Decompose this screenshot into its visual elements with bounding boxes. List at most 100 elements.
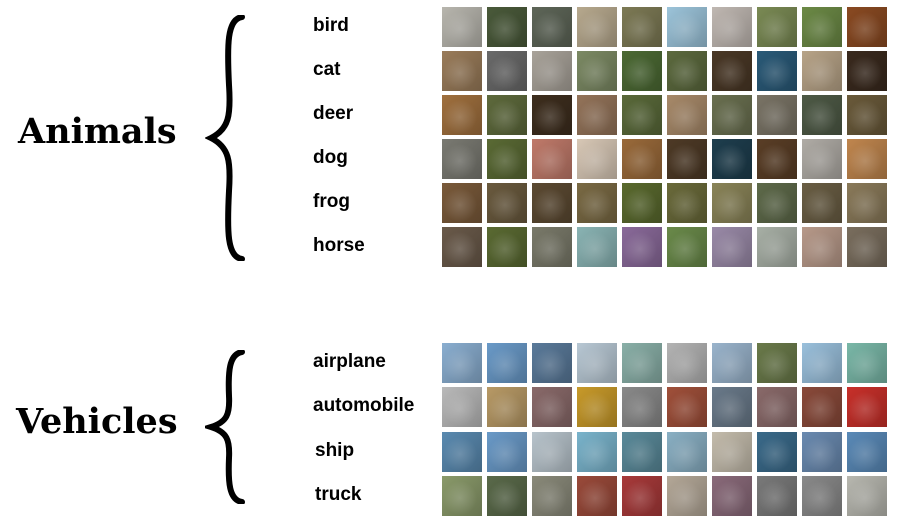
class-label-ship: ship [315, 440, 355, 461]
dog-thumbnail [442, 139, 482, 179]
bird-thumbnail [577, 7, 617, 47]
airplane-thumbnail [757, 343, 797, 383]
cat-thumbnail [622, 51, 662, 91]
automobile-thumbnail [442, 387, 482, 427]
horse-thumbnail [712, 227, 752, 267]
bird-thumbnail [847, 7, 887, 47]
deer-thumbnail [847, 95, 887, 135]
automobile-thumbnail [622, 387, 662, 427]
horse-thumbnail [577, 227, 617, 267]
group-title-vehicles: Vehicles [16, 401, 178, 442]
ship-thumbnail [622, 432, 662, 472]
cat-thumbnail [577, 51, 617, 91]
horse-thumbnail [487, 227, 527, 267]
airplane-thumbnail [622, 343, 662, 383]
bird-thumbnail [622, 7, 662, 47]
frog-thumbnail [622, 183, 662, 223]
bird-thumbnail [667, 7, 707, 47]
dog-thumbnail [532, 139, 572, 179]
dog-thumbnail [847, 139, 887, 179]
frog-thumbnail [712, 183, 752, 223]
class-label-horse: horse [313, 235, 365, 256]
deer-thumbnail [667, 95, 707, 135]
ship-thumbnail [847, 432, 887, 472]
cat-thumbnail [757, 51, 797, 91]
image-row-ship [442, 432, 892, 472]
ship-thumbnail [802, 432, 842, 472]
horse-thumbnail [442, 227, 482, 267]
dog-thumbnail [802, 139, 842, 179]
airplane-thumbnail [802, 343, 842, 383]
image-row-deer [442, 95, 892, 135]
airplane-thumbnail [667, 343, 707, 383]
class-label-cat: cat [313, 59, 341, 80]
horse-thumbnail [667, 227, 707, 267]
ship-thumbnail [532, 432, 572, 472]
cat-thumbnail [442, 51, 482, 91]
horse-thumbnail [757, 227, 797, 267]
class-label-deer: deer [313, 103, 354, 124]
dog-thumbnail [712, 139, 752, 179]
bird-thumbnail [712, 7, 752, 47]
group-title-animals: Animals [18, 111, 177, 152]
truck-thumbnail [667, 476, 707, 516]
ship-thumbnail [712, 432, 752, 472]
dog-thumbnail [757, 139, 797, 179]
frog-thumbnail [847, 183, 887, 223]
airplane-thumbnail [532, 343, 572, 383]
truck-thumbnail [847, 476, 887, 516]
ship-thumbnail [667, 432, 707, 472]
cat-thumbnail [532, 51, 572, 91]
frog-thumbnail [532, 183, 572, 223]
curly-brace-icon [205, 350, 245, 504]
frog-thumbnail [802, 183, 842, 223]
cat-thumbnail [802, 51, 842, 91]
automobile-thumbnail [667, 387, 707, 427]
automobile-thumbnail [577, 387, 617, 427]
horse-thumbnail [802, 227, 842, 267]
truck-thumbnail [757, 476, 797, 516]
image-row-bird [442, 7, 892, 47]
deer-thumbnail [712, 95, 752, 135]
class-label-airplane: airplane [313, 351, 386, 372]
truck-thumbnail [577, 476, 617, 516]
curly-brace-icon [205, 15, 245, 261]
truck-thumbnail [532, 476, 572, 516]
class-label-frog: frog [313, 191, 350, 212]
deer-thumbnail [442, 95, 482, 135]
ship-thumbnail [487, 432, 527, 472]
cat-thumbnail [712, 51, 752, 91]
airplane-thumbnail [487, 343, 527, 383]
dog-thumbnail [622, 139, 662, 179]
deer-thumbnail [757, 95, 797, 135]
image-row-truck [442, 476, 892, 516]
ship-thumbnail [442, 432, 482, 472]
truck-thumbnail [712, 476, 752, 516]
class-label-truck: truck [315, 484, 362, 505]
frog-thumbnail [577, 183, 617, 223]
cat-thumbnail [667, 51, 707, 91]
image-row-cat [442, 51, 892, 91]
cat-thumbnail [487, 51, 527, 91]
image-row-frog [442, 183, 892, 223]
automobile-thumbnail [802, 387, 842, 427]
image-row-horse [442, 227, 892, 267]
class-label-automobile: automobile [313, 395, 415, 416]
cat-thumbnail [847, 51, 887, 91]
deer-thumbnail [577, 95, 617, 135]
automobile-thumbnail [712, 387, 752, 427]
airplane-thumbnail [577, 343, 617, 383]
truck-thumbnail [487, 476, 527, 516]
horse-thumbnail [532, 227, 572, 267]
airplane-thumbnail [712, 343, 752, 383]
image-row-automobile [442, 387, 892, 427]
class-label-bird: bird [313, 15, 349, 36]
bird-thumbnail [532, 7, 572, 47]
ship-thumbnail [577, 432, 617, 472]
frog-thumbnail [487, 183, 527, 223]
truck-thumbnail [802, 476, 842, 516]
frog-thumbnail [757, 183, 797, 223]
dog-thumbnail [577, 139, 617, 179]
class-label-dog: dog [313, 147, 348, 168]
deer-thumbnail [487, 95, 527, 135]
